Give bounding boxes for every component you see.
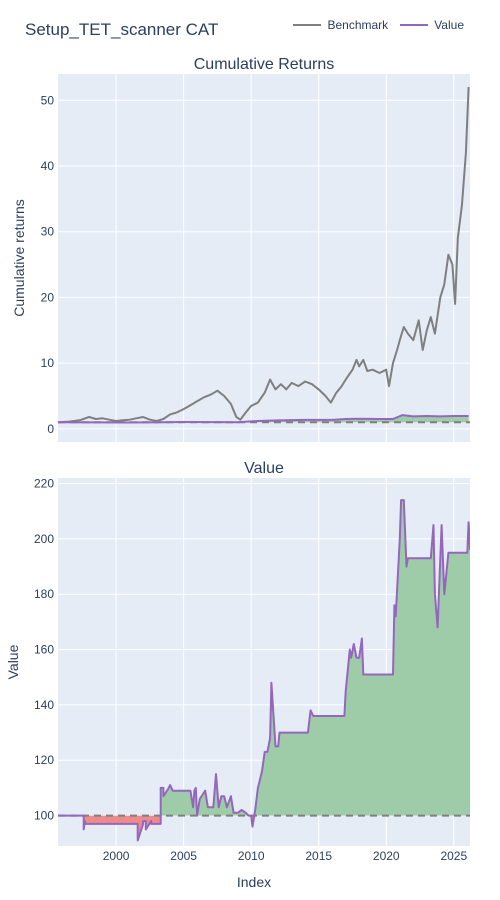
x-axis-label: Index [237, 874, 271, 890]
legend-item-benchmark[interactable]: Benchmark [293, 18, 388, 32]
panel-1-positive-area [58, 415, 469, 423]
panel-2-y-tick-100: 100 [34, 809, 54, 823]
page-title: Setup_TET_scanner CAT [25, 20, 219, 39]
x-tick-2000: 2000 [103, 849, 130, 863]
panel-1-background [58, 74, 470, 442]
legend-swatch-benchmark [293, 24, 322, 26]
panel-1-plot-area [58, 87, 470, 424]
panel-1-line-value [58, 414, 469, 424]
panel-2-y-tick-120: 120 [34, 753, 54, 767]
legend-label-value: Value [434, 18, 464, 32]
panel-1-y-tick-10: 10 [41, 356, 55, 370]
panel-2-y-tick-220: 220 [34, 477, 54, 491]
legend: Benchmark Value [293, 18, 464, 32]
panel-2-y-tick-180: 180 [34, 587, 54, 601]
panel-2-line-value [58, 499, 470, 842]
x-tick-2025: 2025 [440, 849, 467, 863]
x-tick-2010: 2010 [238, 849, 265, 863]
panel-1-y-tick-40: 40 [41, 159, 55, 173]
legend-label-benchmark: Benchmark [327, 18, 389, 32]
panel-1-title: Cumulative Returns [194, 56, 335, 73]
panel-1-y-tick-0: 0 [47, 422, 54, 436]
panel-1-y-tick-30: 30 [41, 225, 55, 239]
panel-2-y-tick-160: 160 [34, 643, 54, 657]
panel-2-ylabel: Value [5, 644, 21, 679]
panel-2-positive-area [58, 500, 470, 816]
panel-2-plot-area [58, 499, 470, 842]
x-tick-2020: 2020 [373, 849, 400, 863]
legend-swatch-value [400, 24, 429, 26]
legend-item-value[interactable]: Value [400, 18, 464, 32]
panel-1-y-tick-20: 20 [41, 290, 55, 304]
panel-2-y-tick-200: 200 [34, 532, 54, 546]
panel-1-line-benchmark [58, 87, 470, 424]
panel-2-y-tick-140: 140 [34, 698, 54, 712]
x-tick-2015: 2015 [305, 849, 332, 863]
panel-2-negative-area [58, 815, 470, 841]
panel-1-ylabel: Cumulative returns [11, 199, 27, 317]
x-tick-2005: 2005 [170, 849, 197, 863]
panel-1-y-tick-50: 50 [41, 93, 55, 107]
panel-2-title: Value [244, 460, 284, 477]
